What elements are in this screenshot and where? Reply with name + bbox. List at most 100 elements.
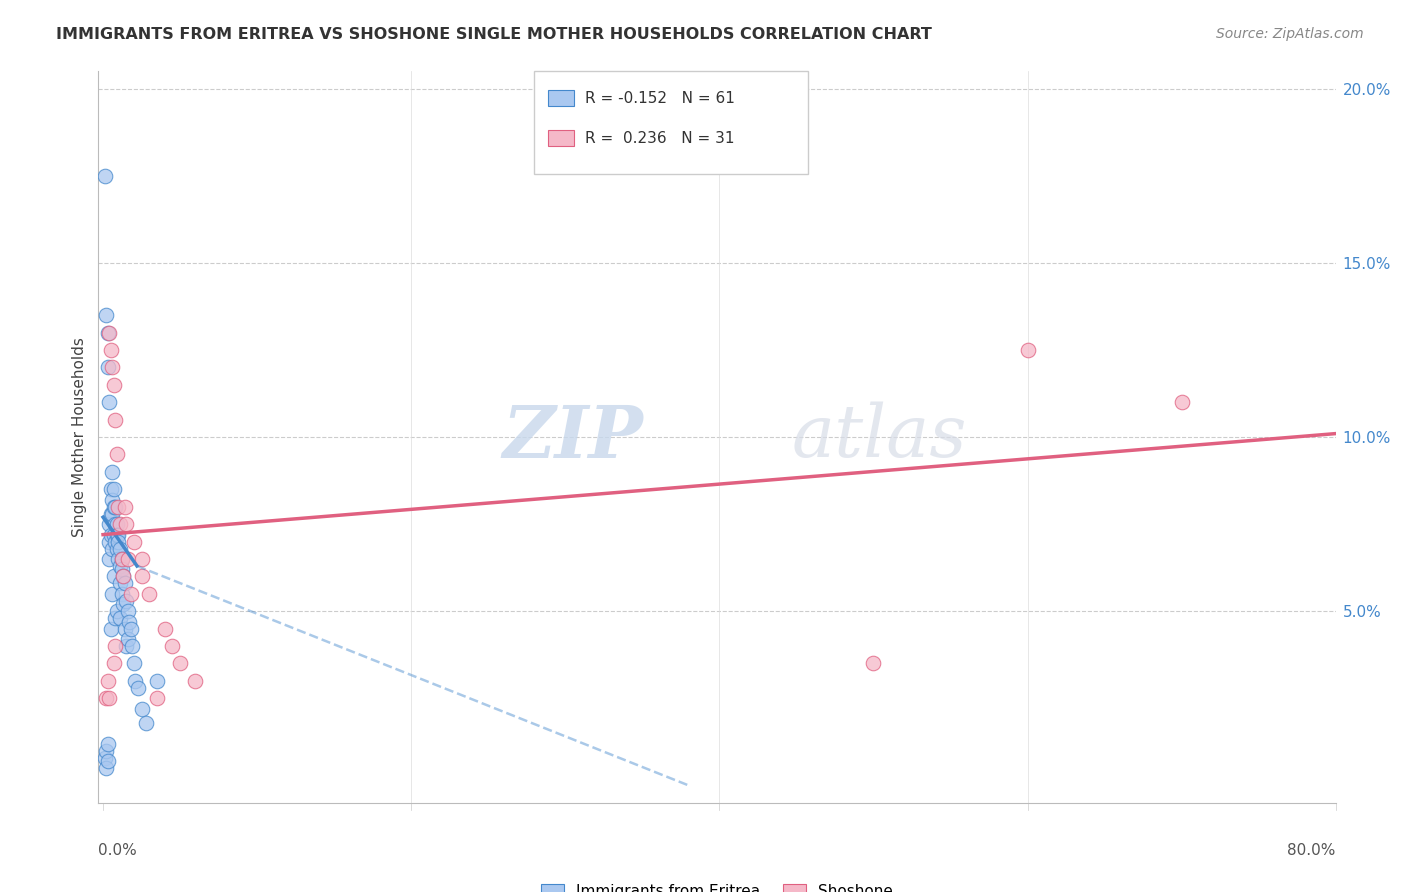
Point — [104, 500, 127, 514]
Point — [115, 639, 138, 653]
Point — [110, 587, 132, 601]
Point — [100, 343, 122, 357]
Point — [112, 569, 135, 583]
Point — [138, 587, 160, 601]
Point — [146, 691, 169, 706]
Point — [103, 527, 125, 541]
Point — [110, 562, 132, 576]
Point — [108, 517, 131, 532]
Point — [107, 500, 129, 514]
Point — [124, 673, 146, 688]
Point — [115, 517, 138, 532]
Y-axis label: Single Mother Households: Single Mother Households — [72, 337, 87, 537]
Point — [101, 541, 124, 556]
Point — [98, 534, 121, 549]
Point — [97, 360, 120, 375]
Point — [98, 517, 121, 532]
Point — [153, 622, 176, 636]
Text: ZIP: ZIP — [502, 401, 643, 473]
Point — [127, 681, 149, 695]
Point — [122, 534, 145, 549]
Point — [131, 702, 153, 716]
Point — [104, 534, 127, 549]
Point — [103, 483, 125, 497]
Point — [93, 750, 115, 764]
Point — [98, 395, 121, 409]
Text: atlas: atlas — [792, 401, 967, 473]
Point — [110, 552, 132, 566]
Point — [1017, 343, 1039, 357]
Point — [98, 552, 121, 566]
Point — [1170, 395, 1192, 409]
Point — [114, 500, 136, 514]
Point — [100, 507, 122, 521]
Point — [105, 527, 128, 541]
Point — [100, 622, 122, 636]
Point — [97, 326, 120, 340]
Point — [120, 622, 142, 636]
Point — [112, 597, 135, 611]
Point — [97, 737, 120, 751]
Point — [107, 534, 129, 549]
Point — [103, 377, 125, 392]
Point — [101, 507, 124, 521]
Point — [98, 326, 121, 340]
Point — [122, 657, 145, 671]
Point — [115, 594, 138, 608]
Point — [104, 517, 127, 532]
Point — [93, 169, 115, 183]
Point — [114, 622, 136, 636]
Point — [94, 761, 117, 775]
Point — [108, 576, 131, 591]
Point — [862, 657, 884, 671]
Point — [131, 569, 153, 583]
Point — [98, 691, 121, 706]
Point — [104, 611, 127, 625]
Point — [131, 552, 153, 566]
Point — [97, 754, 120, 768]
Point — [101, 465, 124, 479]
Point — [112, 569, 135, 583]
Point — [169, 657, 191, 671]
Point — [114, 576, 136, 591]
Point — [105, 517, 128, 532]
Point — [107, 527, 129, 541]
Point — [121, 639, 143, 653]
Point — [105, 604, 128, 618]
Text: IMMIGRANTS FROM ERITREA VS SHOSHONE SINGLE MOTHER HOUSEHOLDS CORRELATION CHART: IMMIGRANTS FROM ERITREA VS SHOSHONE SING… — [56, 27, 932, 42]
Legend: Immigrants from Eritrea, Shoshone: Immigrants from Eritrea, Shoshone — [534, 878, 900, 892]
Point — [105, 541, 128, 556]
Text: R =  0.236   N = 31: R = 0.236 N = 31 — [585, 131, 734, 145]
Point — [146, 673, 169, 688]
Point — [110, 552, 132, 566]
Point — [94, 743, 117, 757]
Text: R = -0.152   N = 61: R = -0.152 N = 61 — [585, 91, 735, 105]
Point — [117, 604, 139, 618]
Point — [105, 448, 128, 462]
Text: 80.0%: 80.0% — [1288, 843, 1336, 858]
Point — [100, 527, 122, 541]
Point — [103, 657, 125, 671]
Point — [101, 360, 124, 375]
Point — [101, 587, 124, 601]
Point — [101, 492, 124, 507]
Point — [94, 308, 117, 322]
Point — [97, 673, 120, 688]
Text: Source: ZipAtlas.com: Source: ZipAtlas.com — [1216, 27, 1364, 41]
Point — [94, 691, 117, 706]
Point — [108, 611, 131, 625]
Point — [135, 715, 157, 730]
Point — [104, 412, 127, 426]
Point — [108, 558, 131, 573]
Point — [117, 632, 139, 646]
Point — [162, 639, 184, 653]
Point — [103, 500, 125, 514]
Point — [117, 552, 139, 566]
Text: 0.0%: 0.0% — [98, 843, 138, 858]
Point — [108, 541, 131, 556]
Point — [103, 569, 125, 583]
Point — [107, 552, 129, 566]
Point — [120, 587, 142, 601]
Point — [184, 673, 207, 688]
Point — [104, 639, 127, 653]
